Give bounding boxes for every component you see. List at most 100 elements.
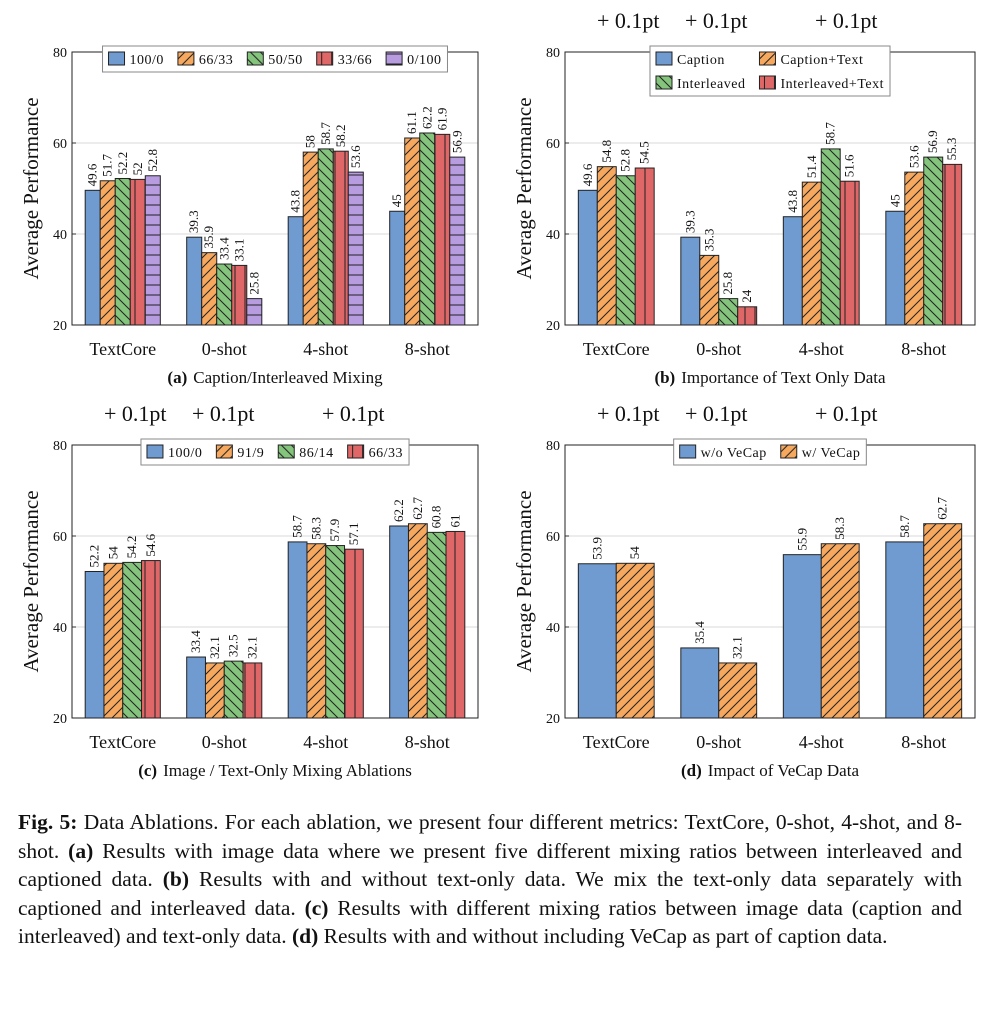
bar [84,189,101,326]
annotation: + 0.1pt [192,401,255,426]
x-tick-label: 0-shot [696,732,741,752]
annotation: + 0.1pt [815,8,878,33]
value-label: 32.1 [730,636,745,659]
y-tick-label: 80 [53,46,67,61]
bar [84,570,105,719]
y-tick-label: 20 [546,319,560,334]
caption-label: (a) [68,838,94,863]
bar [325,545,346,719]
legend-swatch [679,444,697,459]
annotation: + 0.1pt [815,401,878,426]
annotation: + 0.1pt [597,8,660,33]
bar [216,263,233,326]
legend-label: 91/9 [237,446,264,461]
x-tick-label: 0-shot [696,339,741,359]
value-label: 45 [887,194,902,207]
caption-text: Results with image data where we present… [18,838,963,892]
bar [737,306,758,326]
value-label: 43.8 [288,190,303,213]
caption-label: (c) [304,895,329,920]
bar [782,216,803,326]
subfigure-caption: (b) Importance of Text Only Data [654,368,886,387]
value-label: 53.6 [906,145,921,168]
legend-label: Interleaved+Text [780,77,884,92]
bar [699,254,720,326]
value-label: 52.2 [87,545,102,568]
legend-swatch [108,51,126,66]
bar [445,530,466,719]
legend-swatch [758,51,776,66]
annotation: + 0.1pt [685,8,748,33]
legend-box [140,438,410,466]
x-tick-label: 8-shot [405,339,450,359]
x-tick-label: 8-shot [901,339,946,359]
value-label: 33.1 [231,239,246,262]
value-label: 35.4 [692,621,707,644]
y-tick-label: 60 [53,530,67,545]
bar [223,660,244,719]
bar [141,560,161,719]
legend: w/o VeCap w/ VeCap [673,438,867,466]
bar [718,298,739,326]
value-label: 58.7 [318,122,333,145]
bar [718,662,758,719]
value-label: 53.6 [348,145,363,168]
legend: 100/0 66/33 50/50 33/66 0/100 [102,45,448,73]
value-label: 61 [447,514,462,527]
subfigure-title: Caption/Interleaved Mixing [193,368,383,387]
legend-box [673,438,867,466]
legend-item: 91/9 [215,444,264,461]
bar [820,543,860,719]
x-tick-label: 4-shot [303,339,348,359]
legend-label: w/o VeCap [701,446,767,461]
subfigure-label: (b) [654,368,675,387]
subfigure-caption: (d) Impact of VeCap Data [681,761,859,780]
subfigure-title: Impact of VeCap Data [708,761,860,780]
value-label: 32.1 [244,636,259,659]
value-label: 45 [389,194,404,207]
bar [246,298,263,326]
bar [434,133,451,326]
subfigure-label: (a) [167,368,187,387]
legend-label: 66/33 [199,53,233,68]
bar [114,177,131,326]
x-tick-label: TextCore [89,732,156,752]
x-tick-label: 4-shot [303,732,348,752]
value-label: 56.9 [925,130,940,153]
legend-label: Caption [677,53,725,68]
bar [242,662,263,719]
value-label: 58 [303,135,318,148]
bar [407,523,428,719]
value-label: 33.4 [188,630,203,653]
legend-swatch [246,51,264,66]
value-label: 39.3 [682,210,697,233]
legend-swatch [177,51,195,66]
y-tick-label: 60 [53,137,67,152]
caption-text: Results with different mixing ratios bet… [18,895,963,949]
bar [344,548,364,719]
bar [287,541,308,719]
x-tick-label: TextCore [583,732,650,752]
caption-text: Results with and without text-only data.… [18,867,963,920]
value-label: 58.3 [308,517,323,540]
legend-item: 66/33 [177,51,233,68]
subfigure-title: Image / Text-Only Mixing Ablations [163,761,412,780]
y-tick-label: 80 [546,46,560,61]
bar [426,531,447,719]
y-tick-label: 80 [53,439,67,454]
bar [419,132,436,326]
value-label: 57.1 [346,522,361,545]
legend-label: Caption+Text [780,53,863,68]
x-tick-label: 8-shot [901,732,946,752]
value-label: 25.8 [246,272,261,295]
legend-label: Interleaved [677,77,745,92]
y-tick-label: 40 [546,228,560,243]
legend-swatch [277,444,295,459]
value-label: 62.2 [391,499,406,522]
legend-item: 86/14 [277,444,333,461]
x-tick-label: 8-shot [405,732,450,752]
caption-label: (d) [292,924,319,948]
bar [782,554,822,719]
bar [129,178,146,326]
